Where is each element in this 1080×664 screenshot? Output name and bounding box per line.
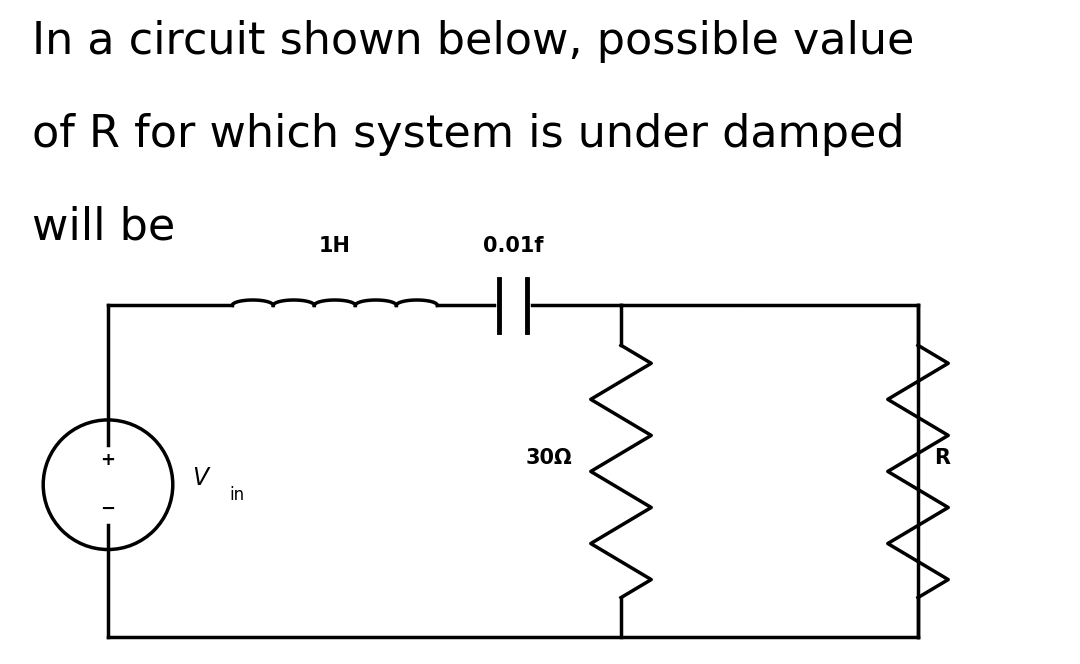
Text: of R for which system is under damped: of R for which system is under damped bbox=[32, 113, 905, 156]
Text: In a circuit shown below, possible value: In a circuit shown below, possible value bbox=[32, 20, 915, 63]
Text: will be: will be bbox=[32, 206, 176, 249]
Text: +: + bbox=[100, 451, 116, 469]
Text: in: in bbox=[229, 485, 244, 504]
Text: −: − bbox=[100, 501, 116, 519]
Text: R: R bbox=[934, 448, 950, 468]
Text: V: V bbox=[192, 466, 208, 490]
Text: 30Ω: 30Ω bbox=[526, 448, 572, 468]
Text: 1H: 1H bbox=[319, 236, 351, 256]
Text: 0.01f: 0.01f bbox=[483, 236, 543, 256]
